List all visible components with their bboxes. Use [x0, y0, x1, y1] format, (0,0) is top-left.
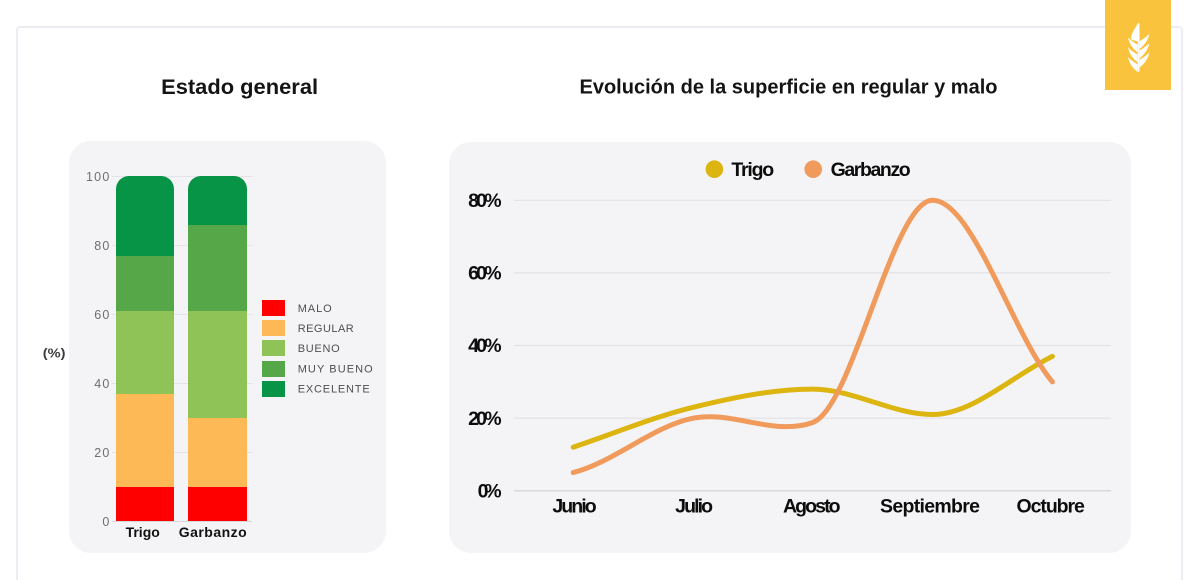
svg-text:100: 100	[86, 170, 110, 184]
svg-text:Agosto: Agosto	[783, 496, 841, 518]
svg-text:Garbanzo: Garbanzo	[179, 524, 247, 540]
svg-text:20%: 20%	[468, 408, 501, 430]
svg-text:20: 20	[94, 446, 110, 460]
svg-text:0%: 0%	[478, 480, 502, 502]
svg-text:Trigo: Trigo	[126, 524, 160, 540]
svg-text:80%: 80%	[468, 190, 501, 212]
svg-text:60%: 60%	[468, 263, 501, 285]
svg-text:REGULAR: REGULAR	[298, 323, 354, 335]
svg-text:Estado general: Estado general	[161, 76, 318, 99]
svg-text:80: 80	[94, 239, 110, 253]
svg-text:BUENO: BUENO	[298, 343, 340, 355]
svg-text:Trigo: Trigo	[731, 159, 774, 181]
svg-text:40: 40	[94, 377, 110, 391]
svg-text:Junio: Junio	[552, 496, 596, 518]
svg-text:Octubre: Octubre	[1017, 496, 1085, 518]
svg-text:60: 60	[94, 308, 110, 322]
svg-text:MUY BUENO: MUY BUENO	[298, 363, 373, 375]
svg-text:Evolución de la superficie en: Evolución de la superficie en regular y …	[580, 77, 998, 99]
svg-text:EXCELENTE: EXCELENTE	[298, 384, 370, 396]
svg-text:(%): (%)	[43, 346, 66, 361]
svg-text:40%: 40%	[468, 335, 501, 357]
svg-text:0: 0	[102, 515, 110, 529]
svg-text:Septiembre: Septiembre	[880, 496, 980, 518]
svg-text:Julio: Julio	[675, 496, 713, 518]
svg-text:MALO: MALO	[298, 303, 332, 315]
svg-text:Garbanzo: Garbanzo	[831, 159, 911, 181]
